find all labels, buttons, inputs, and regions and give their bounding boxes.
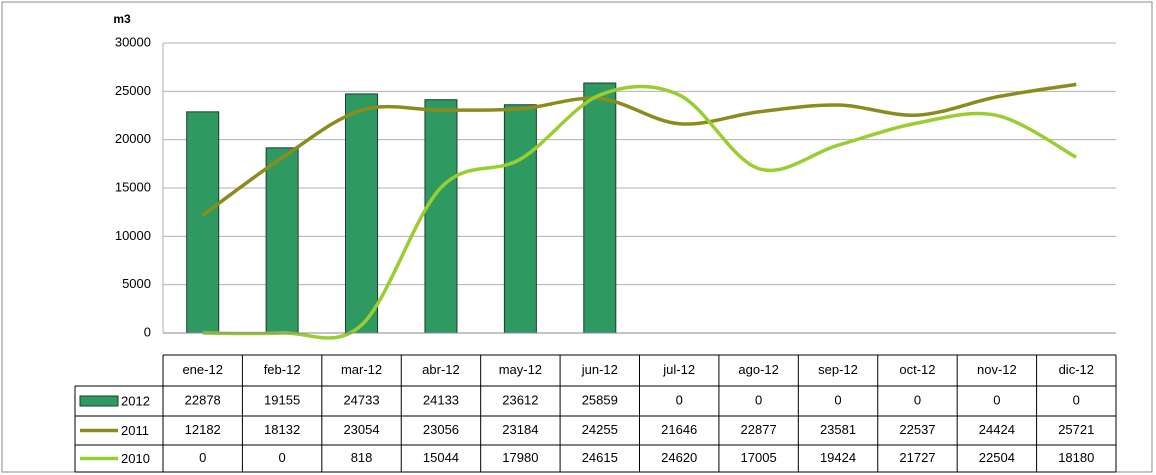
- table-cell: 0: [676, 392, 683, 407]
- bar: [186, 111, 220, 334]
- table-cell: 0: [993, 392, 1000, 407]
- table-cell: 24615: [582, 450, 618, 465]
- y-tick-label: 15000: [115, 179, 151, 194]
- y-tick-label: 10000: [115, 228, 151, 243]
- y-axis-label: m3: [113, 12, 131, 26]
- table-cell: 17980: [502, 450, 538, 465]
- x-tick-label: ene-12: [182, 362, 222, 377]
- table-cell: 22504: [979, 450, 1015, 465]
- table-cell: 18132: [264, 422, 300, 437]
- y-tick-label: 25000: [115, 83, 151, 98]
- x-tick-label: jul-12: [662, 362, 695, 377]
- table-cell: 0: [834, 392, 841, 407]
- table-cell: 19155: [264, 392, 300, 407]
- table-cell: 23184: [502, 422, 538, 437]
- table-cell: 24424: [979, 422, 1015, 437]
- x-tick-label: mar-12: [341, 362, 382, 377]
- line: [201, 82, 1077, 217]
- y-tick-label: 20000: [115, 131, 151, 146]
- x-tick-label: dic-12: [1059, 362, 1094, 377]
- x-tick-label: abr-12: [422, 362, 460, 377]
- x-tick-label: may-12: [499, 362, 542, 377]
- table-cell: 24133: [423, 392, 459, 407]
- table-cell: 24620: [661, 450, 697, 465]
- table-cell: 24733: [343, 392, 379, 407]
- table-cell: 0: [279, 450, 286, 465]
- y-tick-label: 5000: [122, 276, 151, 291]
- table-cell: 818: [351, 450, 373, 465]
- table-cell: 0: [1073, 392, 1080, 407]
- y-tick-label: 0: [144, 324, 151, 339]
- legend-label: 2011: [121, 423, 149, 438]
- bar: [503, 104, 537, 334]
- table-cell: 25859: [582, 392, 618, 407]
- x-tick-label: sep-12: [818, 362, 858, 377]
- table-cell: 23612: [502, 392, 538, 407]
- legend-swatch: [79, 395, 119, 407]
- table-cell: 0: [914, 392, 921, 407]
- table-cell: 25721: [1058, 422, 1094, 437]
- table-cell: 17005: [741, 450, 777, 465]
- table-cell: 18180: [1058, 450, 1094, 465]
- legend-label: 2010: [121, 451, 150, 466]
- bar: [583, 82, 617, 334]
- y-tick-label: 30000: [115, 34, 151, 49]
- table-cell: 24255: [582, 422, 618, 437]
- table-cell: 22878: [185, 392, 221, 407]
- x-tick-label: jun-12: [581, 362, 618, 377]
- table-cell: 22877: [741, 422, 777, 437]
- table-cell: 0: [199, 450, 206, 465]
- table-cell: 0: [755, 392, 762, 407]
- x-tick-label: nov-12: [977, 362, 1017, 377]
- table-cell: 21646: [661, 422, 697, 437]
- table-cell: 22537: [899, 422, 935, 437]
- bar: [265, 147, 299, 334]
- x-tick-label: oct-12: [899, 362, 935, 377]
- table-cell: 15044: [423, 450, 459, 465]
- table-cell: 19424: [820, 450, 856, 465]
- table-cell: 23054: [343, 422, 379, 437]
- legend-label: 2012: [121, 393, 150, 408]
- x-tick-label: ago-12: [738, 362, 778, 377]
- line: [202, 84, 1078, 340]
- bar: [424, 99, 458, 334]
- bar: [345, 93, 379, 334]
- table-cell: 12182: [185, 422, 221, 437]
- x-tick-label: feb-12: [264, 362, 301, 377]
- table-cell: 21727: [899, 450, 935, 465]
- table-cell: 23056: [423, 422, 459, 437]
- table-cell: 23581: [820, 422, 856, 437]
